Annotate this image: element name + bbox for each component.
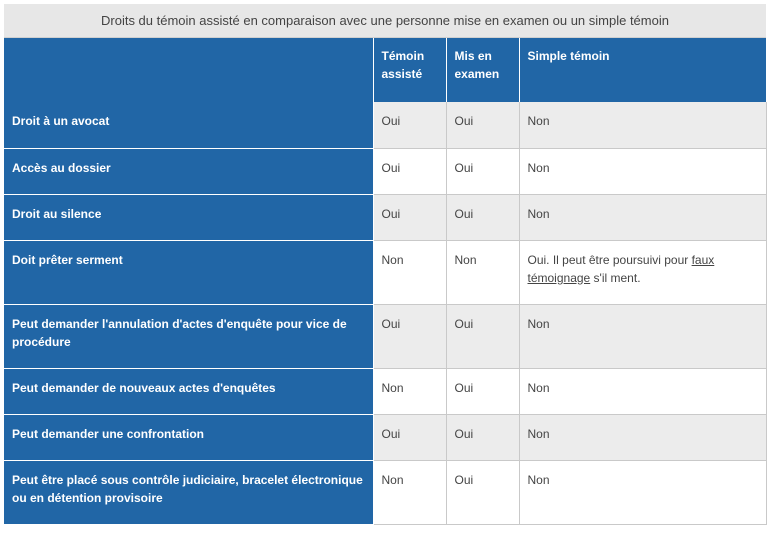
row-label: Doit prêter serment (4, 240, 374, 305)
cell-temoin-assiste: Non (373, 368, 447, 415)
cell-simple-temoin: Non (519, 102, 767, 149)
cell-simple-temoin: Non (519, 304, 767, 369)
cell-temoin-assiste: Oui (373, 304, 447, 369)
cell-mis-en-examen: Oui (446, 304, 520, 369)
cell-temoin-assiste: Oui (373, 414, 447, 461)
cell-simple-temoin: Non (519, 148, 767, 195)
cell-mis-en-examen: Oui (446, 194, 520, 241)
cell-simple-temoin: Non (519, 368, 767, 415)
table-row: Peut demander une confrontation Oui Oui … (4, 414, 767, 461)
header-mis-en-examen: Mis en examen (446, 38, 520, 102)
row-label: Accès au dossier (4, 148, 374, 195)
cell-mis-en-examen: Oui (446, 102, 520, 149)
cell-simple-temoin: Non (519, 460, 767, 525)
table-row: Droit à un avocat Oui Oui Non (4, 102, 767, 149)
header-empty-cell (4, 38, 374, 102)
row-label: Peut demander une confrontation (4, 414, 374, 461)
table-row: Peut demander de nouveaux actes d'enquêt… (4, 368, 767, 415)
row-label: Droit au silence (4, 194, 374, 241)
row-label: Peut demander de nouveaux actes d'enquêt… (4, 368, 374, 415)
cell-mis-en-examen: Oui (446, 148, 520, 195)
cell-mis-en-examen: Non (446, 240, 520, 305)
table-row: Peut être placé sous contrôle judiciaire… (4, 460, 767, 525)
faux-temoignage-link[interactable]: faux témoignage (527, 252, 715, 285)
row-label: Droit à un avocat (4, 102, 374, 149)
table-row: Accès au dossier Oui Oui Non (4, 148, 767, 195)
cell-mis-en-examen: Oui (446, 460, 520, 525)
cell-temoin-assiste: Oui (373, 102, 447, 149)
cell-temoin-assiste: Non (373, 460, 447, 525)
table-row: Doit prêter serment Non Non Oui. Il peut… (4, 240, 767, 305)
header-temoin-assiste: Témoin assisté (373, 38, 447, 102)
cell-temoin-assiste: Non (373, 240, 447, 305)
cell-temoin-assiste: Oui (373, 194, 447, 241)
header-row: Témoin assisté Mis en examen Simple témoin (4, 38, 766, 102)
cell-simple-temoin: Non (519, 194, 767, 241)
cell-temoin-assiste: Oui (373, 148, 447, 195)
cell-simple-temoin: Oui. Il peut être poursuivi pour faux té… (519, 240, 767, 305)
cell-mis-en-examen: Oui (446, 414, 520, 461)
header-simple-temoin: Simple témoin (519, 38, 766, 102)
comparison-table-container: Droits du témoin assisté en comparaison … (4, 4, 767, 525)
cell-simple-temoin: Non (519, 414, 767, 461)
comparison-table: Témoin assisté Mis en examen Simple témoin… (4, 38, 767, 525)
table-row: Peut demander l'annulation d'actes d'enq… (4, 304, 767, 369)
cell-mis-en-examen: Oui (446, 368, 520, 415)
table-row: Droit au silence Oui Oui Non (4, 194, 767, 241)
row-label: Peut demander l'annulation d'actes d'enq… (4, 304, 374, 369)
row-label: Peut être placé sous contrôle judiciaire… (4, 460, 374, 525)
table-caption: Droits du témoin assisté en comparaison … (4, 4, 766, 38)
